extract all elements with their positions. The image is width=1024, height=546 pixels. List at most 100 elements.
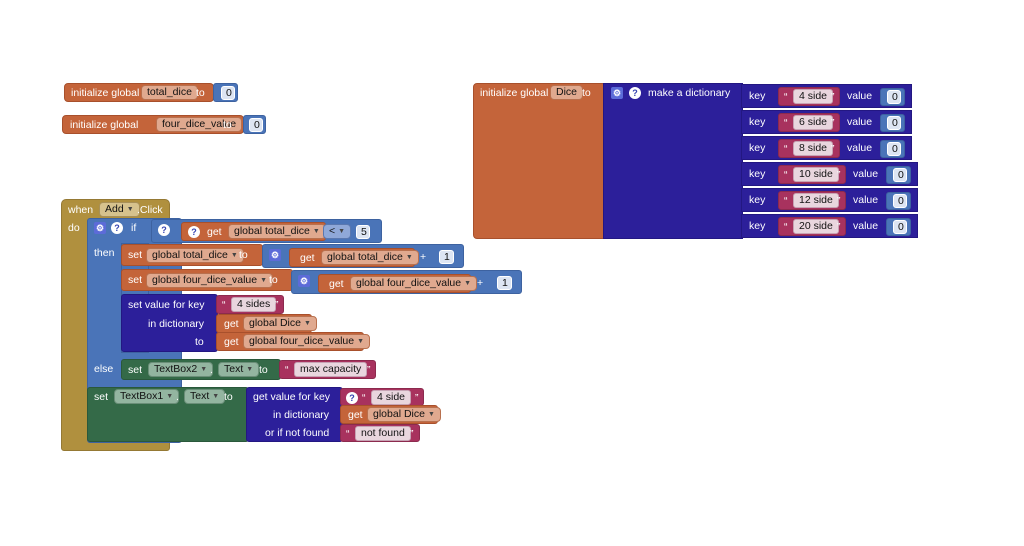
component-dropdown[interactable]: TextBox2 ▼	[148, 362, 214, 377]
string-value[interactable]: max capacity	[294, 362, 368, 377]
number-value[interactable]: 5	[356, 225, 370, 239]
number-value[interactable]: 1	[439, 250, 454, 264]
key-string-block[interactable]: “ 4 side ”	[778, 87, 840, 106]
value-label: value	[847, 90, 873, 102]
key-value[interactable]: 8 side	[793, 141, 834, 156]
number-block[interactable]: 0	[243, 115, 266, 134]
key-value[interactable]: 4 sides	[231, 297, 277, 312]
help-icon[interactable]: ?	[188, 226, 200, 238]
number-value[interactable]: 0	[887, 142, 901, 156]
set-value-for-key-block[interactable]: set value for key in dictionary to	[121, 294, 218, 352]
key-value[interactable]: 12 side	[793, 193, 839, 208]
variable-dropdown[interactable]: global Dice ▼	[243, 316, 317, 331]
else-label: else	[94, 363, 114, 375]
init-dice-block[interactable]: initialize global Dice to	[473, 83, 607, 239]
help-icon[interactable]: ?	[346, 392, 358, 404]
init-four-dice-value-block[interactable]: initialize global four_dice_value to	[62, 115, 244, 134]
plus-operator: +	[420, 251, 427, 263]
to-label: to	[269, 274, 278, 286]
number-value[interactable]: 0	[893, 194, 907, 208]
key-value[interactable]: 20 side	[793, 219, 839, 234]
variable-dropdown[interactable]: global total_dice ▼	[228, 224, 326, 239]
compare-block[interactable]: ? ? get global total_dice ▼ < ▼ 5	[151, 219, 382, 243]
number-value[interactable]: 0	[893, 168, 907, 182]
get-block[interactable]: get global four_dice_value ▼	[318, 274, 478, 293]
gear-icon[interactable]: ⚙	[298, 275, 310, 287]
component-dropdown[interactable]: Add ▼	[99, 202, 140, 217]
help-icon[interactable]: ?	[629, 87, 641, 99]
number-value[interactable]: 0	[249, 118, 263, 132]
string-value[interactable]: not found	[355, 426, 411, 441]
key-string-block[interactable]: “ 4 sides ”	[216, 295, 284, 314]
add-block[interactable]: ⚙ get global total_dice ▼ + 1	[262, 244, 464, 268]
pair-block[interactable]: key “ 20 side ” value 0	[741, 214, 918, 238]
not-found-string-block[interactable]: “ not found ”	[340, 424, 420, 442]
number-block[interactable]: 0	[880, 88, 905, 106]
number-block[interactable]: 0	[886, 166, 911, 184]
set-textbox2-block[interactable]: set TextBox2 ▼ . Text ▼ to	[121, 359, 281, 380]
property-dropdown[interactable]: Text ▼	[218, 362, 260, 377]
number-value[interactable]: 0	[893, 220, 907, 234]
quote-icon: ”	[367, 364, 371, 376]
make-dictionary-block[interactable]: ⚙ ? make a dictionary	[603, 83, 743, 239]
number-block[interactable]: 0	[213, 83, 238, 102]
set-total-dice-block[interactable]: set global total_dice ▼ to	[121, 244, 263, 266]
help-icon[interactable]: ?	[111, 222, 123, 234]
key-string-block[interactable]: “ 20 side ”	[778, 217, 846, 236]
pair-block[interactable]: key “ 6 side ” value 0	[741, 110, 912, 134]
key-string-block[interactable]: “ 10 side ”	[778, 165, 846, 184]
init-total-dice-block[interactable]: initialize global total_dice to	[64, 83, 214, 102]
get-value-for-key-block[interactable]: get value for key in dictionary or if no…	[246, 387, 343, 442]
gear-icon[interactable]: ⚙	[269, 249, 281, 261]
key-value[interactable]: 4 side	[371, 390, 412, 405]
component-dropdown[interactable]: TextBox1 ▼	[114, 389, 180, 404]
number-value[interactable]: 0	[221, 86, 235, 100]
get-block[interactable]: get global total_dice ▼	[289, 248, 419, 267]
max-capacity-string-block[interactable]: “ max capacity ”	[279, 360, 376, 379]
get-dice-block[interactable]: get global Dice ▼	[216, 314, 317, 333]
if-label: if	[131, 222, 137, 234]
gear-icon[interactable]: ⚙	[94, 222, 106, 234]
get-dice-block[interactable]: get global Dice ▼	[340, 405, 441, 424]
number-block[interactable]: 0	[880, 140, 905, 158]
add-block[interactable]: ⚙ get global four_dice_value ▼ + 1	[291, 270, 522, 294]
help-icon[interactable]: ?	[158, 224, 170, 236]
value-label: value	[847, 142, 873, 154]
then-label: then	[94, 247, 115, 259]
pair-block[interactable]: key “ 10 side ” value 0	[741, 162, 918, 186]
number-block[interactable]: 0	[880, 114, 905, 132]
key-string-block[interactable]: “ 6 side ”	[778, 113, 840, 132]
variable-dropdown[interactable]: global total_dice ▼	[321, 250, 419, 265]
set-four-dice-value-block[interactable]: set global four_dice_value ▼ to	[121, 269, 293, 291]
variable-dropdown[interactable]: global four_dice_value ▼	[350, 276, 478, 291]
key-string-block[interactable]: “ 12 side ”	[778, 191, 846, 210]
pair-block[interactable]: key “ 12 side ” value 0	[741, 188, 918, 212]
set-textbox1-block[interactable]: set TextBox1 ▼ . Text ▼ to	[87, 387, 249, 442]
variable-dropdown[interactable]: global four_dice_value ▼	[243, 334, 371, 349]
number-value[interactable]: 0	[887, 116, 901, 130]
get-block[interactable]: ? get global total_dice ▼	[181, 222, 326, 241]
variable-dropdown[interactable]: global four_dice_value ▼	[146, 273, 274, 288]
key-string-block[interactable]: “ 8 side ”	[778, 139, 840, 158]
quote-icon: ”	[275, 299, 279, 311]
key-value[interactable]: 6 side	[793, 115, 834, 130]
number-block[interactable]: 0	[886, 192, 911, 210]
pair-block[interactable]: key “ 4 side ” value 0	[741, 84, 912, 108]
number-value[interactable]: 0	[887, 90, 901, 104]
pair-block[interactable]: key “ 8 side ” value 0	[741, 136, 912, 160]
number-block[interactable]: 0	[886, 218, 911, 236]
operator-dropdown[interactable]: < ▼	[323, 224, 352, 239]
variable-name-field[interactable]: total_dice	[141, 85, 198, 100]
key-value[interactable]: 4 side	[793, 89, 834, 104]
key-value[interactable]: 10 side	[793, 167, 839, 182]
get-four-dice-value-block[interactable]: get global four_dice_value ▼	[216, 332, 371, 351]
variable-dropdown[interactable]: global Dice ▼	[367, 407, 441, 422]
key-string-block[interactable]: ? “ 4 side ”	[340, 388, 424, 406]
gear-icon[interactable]: ⚙	[611, 87, 623, 99]
variable-dropdown[interactable]: global total_dice ▼	[146, 248, 244, 263]
property-dropdown[interactable]: Text ▼	[184, 389, 226, 404]
variable-name-field[interactable]: Dice	[550, 85, 584, 100]
quote-icon: “	[285, 364, 289, 376]
variable-name-field[interactable]: four_dice_value	[156, 117, 243, 132]
number-value[interactable]: 1	[497, 276, 512, 290]
